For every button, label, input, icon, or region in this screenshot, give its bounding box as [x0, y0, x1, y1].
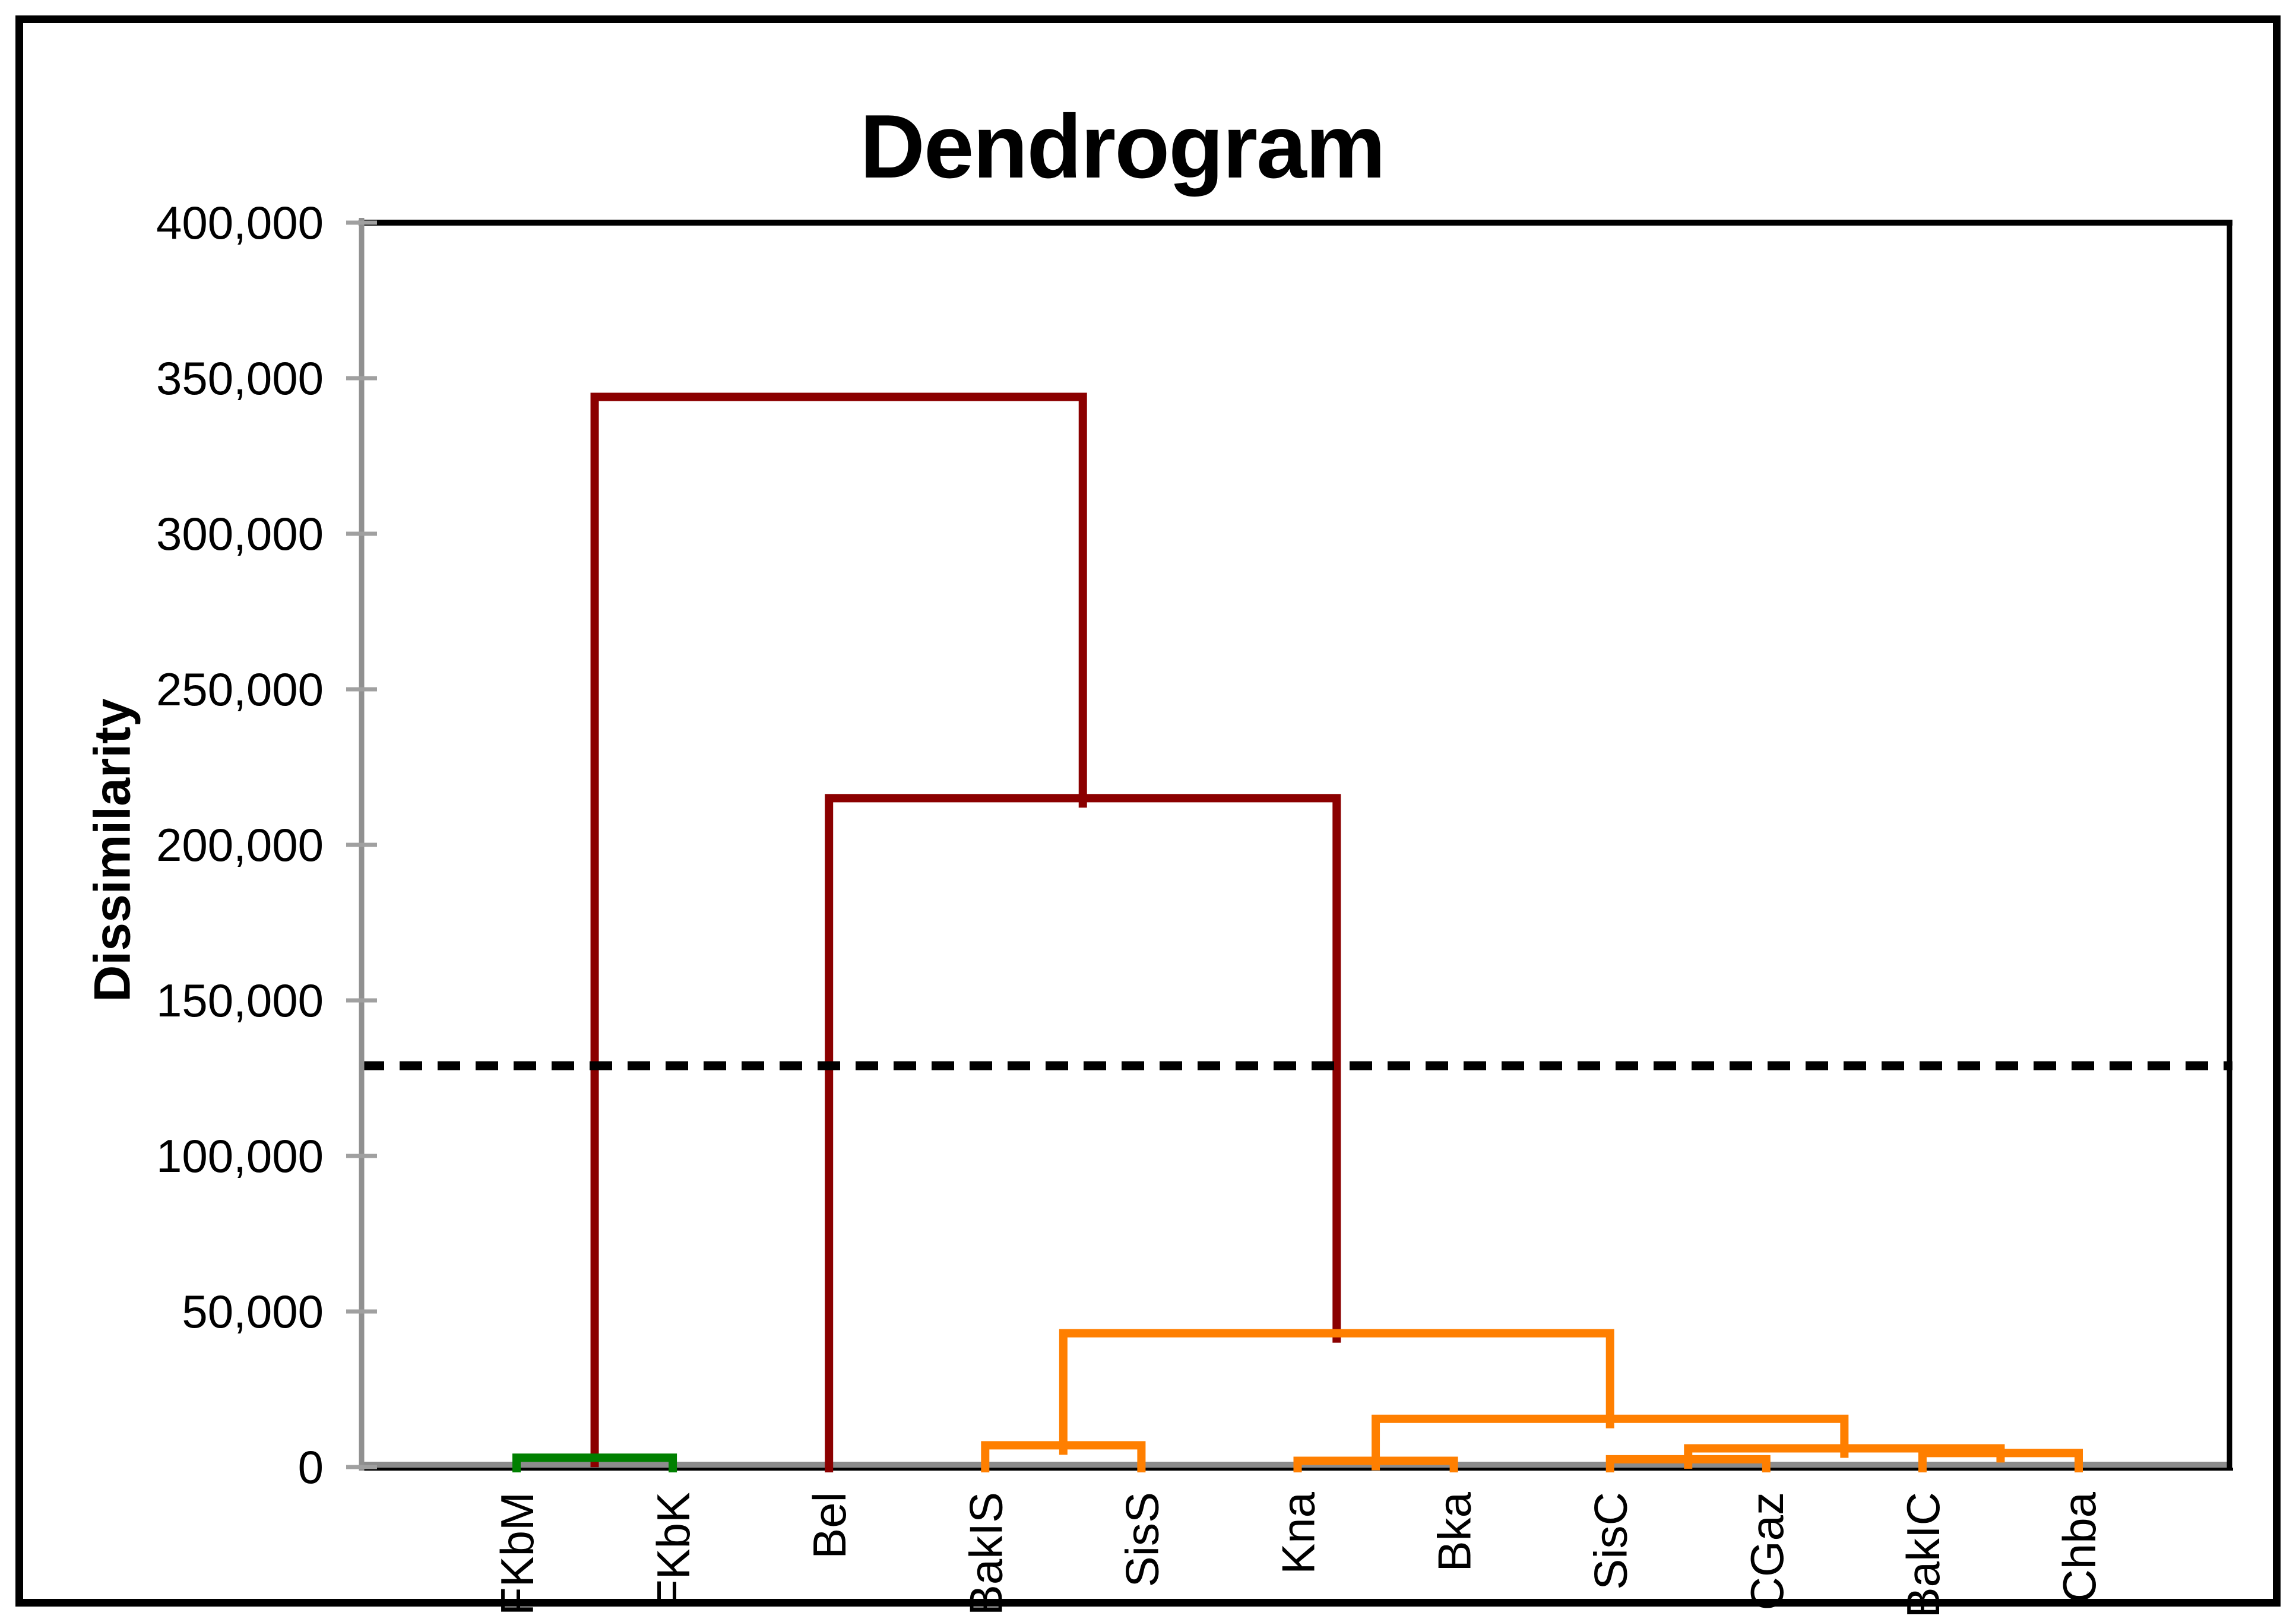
merge-link-FKbM+FKbK — [512, 1453, 677, 1472]
y-tick-label-8: 0 — [298, 1441, 324, 1493]
y-tick-label-1: 350,000 — [156, 352, 324, 404]
x-leaf-label-CGaz: CGaz — [1741, 1492, 1793, 1610]
merge-link-BakIC+Chba — [1918, 1449, 2083, 1472]
x-leaf-label-SisS: SisS — [1116, 1492, 1168, 1587]
y-tick-label-2: 300,000 — [156, 508, 324, 560]
figure-border — [15, 15, 2281, 1607]
merge-link-BakIS+SisS — [981, 1441, 1146, 1472]
x-leaf-label-Kna: Kna — [1272, 1491, 1325, 1574]
x-leaf-label-BakIC: BakIC — [1897, 1492, 1949, 1618]
y-tick-label-3: 250,000 — [156, 663, 324, 715]
merge-link-root — [590, 392, 1087, 1468]
x-leaf-label-SisC: SisC — [1585, 1492, 1637, 1590]
merge-link-Bel..Chba — [825, 794, 1341, 1472]
x-leaf-label-FKbK: FKbK — [647, 1492, 699, 1608]
x-leaf-label-Chba: Chba — [2053, 1491, 2105, 1602]
merge-link-BakIS..Chba — [1059, 1329, 1614, 1455]
y-tick-label-6: 100,000 — [156, 1130, 324, 1182]
chart-title: Dendrogram — [860, 96, 1386, 197]
y-tick-label-0: 400,000 — [156, 197, 324, 249]
y-tick-label-5: 150,000 — [156, 974, 324, 1027]
x-leaf-label-Bel: Bel — [803, 1492, 856, 1559]
y-tick-label-4: 200,000 — [156, 819, 324, 871]
x-leaf-label-Bka: Bka — [1429, 1491, 1481, 1572]
x-leaf-label-FKbM: FKbM — [491, 1492, 543, 1615]
merge-link-SisC+CGaz — [1605, 1455, 1771, 1472]
y-tick-label-7: 50,000 — [182, 1285, 324, 1338]
merge-link-Kna..Chba — [1372, 1414, 1849, 1471]
merge-link-Kna+Bka — [1293, 1456, 1458, 1472]
x-leaf-label-BakIS: BakIS — [959, 1492, 1012, 1615]
